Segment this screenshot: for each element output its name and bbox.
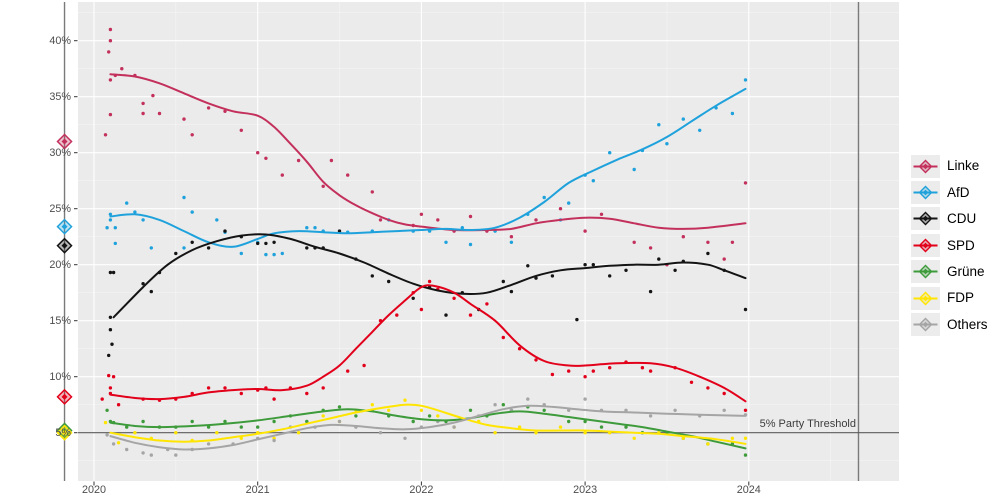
legend-diamond-icon [911,233,940,257]
svg-text:30%: 30% [49,147,71,159]
legend-item-fdp: FDP [911,285,988,311]
axis-ticks [74,40,750,486]
election-diamond-fdp [56,424,73,441]
trend-line-afd [109,87,747,248]
poll-dots-linke [103,27,748,267]
x-axis-labels: 2020 2021 2022 2023 2024 [82,484,761,496]
legend-label: FDP [947,290,974,306]
legend-label: Others [947,316,988,332]
y-axis-labels: 5% 10% 15% 20% 25% 30% 35% 40% [49,35,71,439]
legend-label: AfD [947,184,970,200]
election-diamond-afd [56,218,73,235]
legend-item-others: Others [911,311,988,337]
minor-gridlines [78,2,899,481]
trend-line-linke [109,73,747,232]
legend-item-afd: AfD [911,179,988,205]
legend-diamond-icon [911,154,940,178]
legend-diamond-icon [911,313,940,337]
trend-line-spd [109,284,747,403]
svg-text:15%: 15% [49,315,71,327]
poll-dots-cdu [107,229,748,358]
legend-diamond-icon [911,207,940,231]
legend-label: Linke [947,158,980,174]
legend-label: SPD [947,237,975,253]
election-diamond-cdu [56,237,73,254]
panel-background [78,2,899,481]
election-diamond-spd [56,388,73,405]
legend-item-gruene: Grüne [911,259,988,285]
legend: Linke AfD CDU SPD Grüne FDP Others [911,153,988,338]
legend-label: Grüne [947,264,985,279]
legend-diamond-icon [911,181,940,205]
svg-text:25%: 25% [49,203,71,215]
svg-text:2022: 2022 [409,484,433,496]
election-diamond-linke [56,133,73,150]
legend-item-cdu: CDU [911,206,988,232]
legend-diamond-icon [911,260,940,284]
trend-line-grüne [109,408,747,450]
trend-line-others [109,404,747,451]
svg-text:2023: 2023 [573,484,597,496]
svg-text:20%: 20% [49,259,71,271]
svg-text:35%: 35% [49,91,71,103]
legend-label: CDU [947,211,977,227]
svg-text:2021: 2021 [246,484,270,496]
legend-diamond-icon [911,286,940,310]
trend-line-fdp [109,403,747,445]
svg-text:40%: 40% [49,35,71,47]
svg-text:5%: 5% [55,427,71,439]
svg-text:2024: 2024 [737,484,761,496]
svg-text:2020: 2020 [82,484,106,496]
legend-item-linke: Linke [911,153,988,179]
threshold-label: 5% Party Threshold [760,418,856,430]
legend-item-spd: SPD [911,232,988,258]
trend-line-cdu [112,233,747,319]
svg-text:10%: 10% [49,371,71,383]
major-gridlines [78,2,899,481]
